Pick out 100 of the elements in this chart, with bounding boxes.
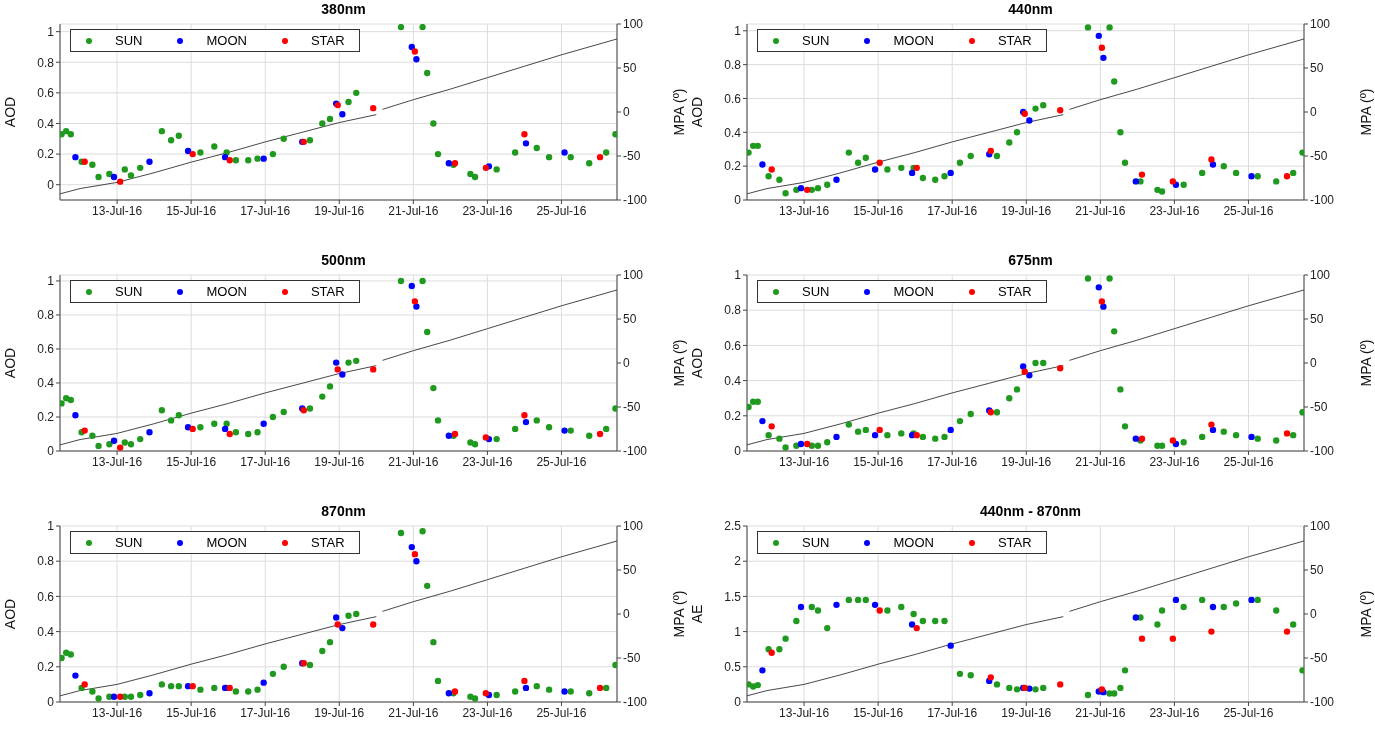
x-tick-label: 25-Jul-16 <box>536 454 587 469</box>
y-tick-label: 0.8 <box>37 554 55 569</box>
x-tick-label: 19-Jul-16 <box>1001 705 1052 720</box>
x-tick-label: 23-Jul-16 <box>462 454 513 469</box>
x-tick-label: 23-Jul-16 <box>462 705 513 720</box>
legend-label: SUN <box>802 284 830 299</box>
y-tick-label: 0 <box>47 177 55 192</box>
y-tick-label: 1 <box>734 268 742 283</box>
x-tick-label: 13-Jul-16 <box>92 454 143 469</box>
x-tick-label: 19-Jul-16 <box>1001 203 1052 218</box>
x-tick-label: 21-Jul-16 <box>1075 203 1126 218</box>
legend-label: STAR <box>997 284 1032 299</box>
legend-label: STAR <box>997 33 1032 48</box>
y-tick-label: 0 <box>47 444 55 459</box>
y-tick-label: 0.2 <box>37 410 55 425</box>
legend-label: MOON <box>893 33 934 48</box>
x-tick-label: 15-Jul-16 <box>166 454 217 469</box>
y-tick-label: 0 <box>47 695 55 710</box>
x-tick-label: 21-Jul-16 <box>388 203 439 218</box>
x-tick-label: 23-Jul-16 <box>1149 203 1200 218</box>
y-tick-label: 1 <box>47 274 55 289</box>
y-tick-label: 0.4 <box>37 376 55 391</box>
x-tick-label: 13-Jul-16 <box>92 705 143 720</box>
chart-title: 440nm - 870nm <box>978 502 1083 520</box>
x-tick-label: 23-Jul-16 <box>1149 454 1200 469</box>
legend-label: MOON <box>893 535 934 550</box>
x-tick-label: 15-Jul-16 <box>853 203 904 218</box>
y2-tick-label: -50 <box>623 651 641 666</box>
x-tick-label: 19-Jul-16 <box>1001 454 1052 469</box>
y2-tick-label: 100 <box>623 519 644 534</box>
y-tick-label: 1 <box>47 24 55 39</box>
y2-tick-label: -100 <box>623 444 648 459</box>
x-tick-label: 23-Jul-16 <box>462 203 513 218</box>
y-tick-label: 0.2 <box>37 660 55 675</box>
legend-label: MOON <box>206 33 247 48</box>
x-tick-label: 25-Jul-16 <box>536 705 587 720</box>
y2-tick-label: -50 <box>1310 400 1328 415</box>
x-tick-label: 13-Jul-16 <box>779 454 830 469</box>
x-tick-label: 25-Jul-16 <box>1223 454 1274 469</box>
x-tick-label: 21-Jul-16 <box>1075 454 1126 469</box>
legend-label: MOON <box>893 284 934 299</box>
x-tick-label: 25-Jul-16 <box>1223 203 1274 218</box>
legend-label: MOON <box>206 284 247 299</box>
x-tick-label: 17-Jul-16 <box>927 705 978 720</box>
legend-label: STAR <box>310 284 345 299</box>
chart-title: 500nm <box>320 251 367 269</box>
y-tick-label: 0.4 <box>37 624 55 639</box>
legend-label: STAR <box>997 535 1032 550</box>
chart-title: 675nm <box>1007 251 1054 269</box>
y2-axis-title: MPA (º) <box>1357 339 1374 387</box>
y-axis-title: AOD <box>1 96 18 128</box>
y-axis-title: AE <box>688 604 705 624</box>
y2-axis-title: MPA (º) <box>1357 88 1374 136</box>
y-tick-label: 0.4 <box>724 125 742 140</box>
y2-axis-title: MPA (º) <box>670 339 687 387</box>
x-tick-label: 21-Jul-16 <box>388 705 439 720</box>
y2-tick-label: 0 <box>623 607 630 622</box>
y-axis-title: AOD <box>688 347 705 379</box>
y2-tick-label: 0 <box>623 356 630 371</box>
y2-tick-label: -50 <box>1310 651 1328 666</box>
y2-tick-label: 0 <box>623 105 630 120</box>
y2-tick-label: 100 <box>623 268 644 283</box>
legend-label: SUN <box>802 33 830 48</box>
y-axis-title: AOD <box>1 598 18 630</box>
y2-tick-label: -100 <box>1310 695 1335 710</box>
y2-tick-label: 50 <box>623 61 637 76</box>
x-tick-label: 15-Jul-16 <box>853 454 904 469</box>
chart-title: 380nm <box>320 0 367 18</box>
y-tick-label: 0.6 <box>37 589 55 604</box>
y2-tick-label: -100 <box>623 193 648 208</box>
chart-title: 440nm <box>1007 0 1054 18</box>
y2-tick-label: 50 <box>623 312 637 327</box>
y-tick-label: 0.6 <box>37 342 55 357</box>
x-tick-label: 13-Jul-16 <box>779 203 830 218</box>
y2-tick-label: 50 <box>1310 61 1324 76</box>
y2-tick-label: -100 <box>1310 444 1335 459</box>
x-tick-label: 17-Jul-16 <box>927 203 978 218</box>
y2-tick-label: 50 <box>1310 312 1324 327</box>
x-tick-label: 21-Jul-16 <box>388 454 439 469</box>
legend-label: MOON <box>206 535 247 550</box>
x-tick-label: 15-Jul-16 <box>853 705 904 720</box>
x-tick-label: 17-Jul-16 <box>240 203 291 218</box>
y-tick-label: 2 <box>734 554 742 569</box>
y-tick-label: 0.4 <box>37 116 55 131</box>
y2-axis-title: MPA (º) <box>670 590 687 638</box>
y2-tick-label: 100 <box>623 17 644 32</box>
y-tick-label: 0.8 <box>37 55 55 70</box>
y2-axis-title: MPA (º) <box>670 88 687 136</box>
x-tick-label: 15-Jul-16 <box>166 203 217 218</box>
y-tick-label: 0.5 <box>724 660 742 675</box>
y-tick-label: 0.6 <box>37 86 55 101</box>
y-tick-label: 0.2 <box>37 147 55 162</box>
y2-tick-label: 0 <box>1310 356 1317 371</box>
y-tick-label: 0.6 <box>724 91 742 106</box>
x-tick-label: 19-Jul-16 <box>314 705 365 720</box>
x-tick-label: 25-Jul-16 <box>536 203 587 218</box>
y-axis-title: AOD <box>1 347 18 379</box>
x-tick-label: 15-Jul-16 <box>166 705 217 720</box>
legend-label: SUN <box>115 535 143 550</box>
y2-tick-label: -50 <box>1310 149 1328 164</box>
